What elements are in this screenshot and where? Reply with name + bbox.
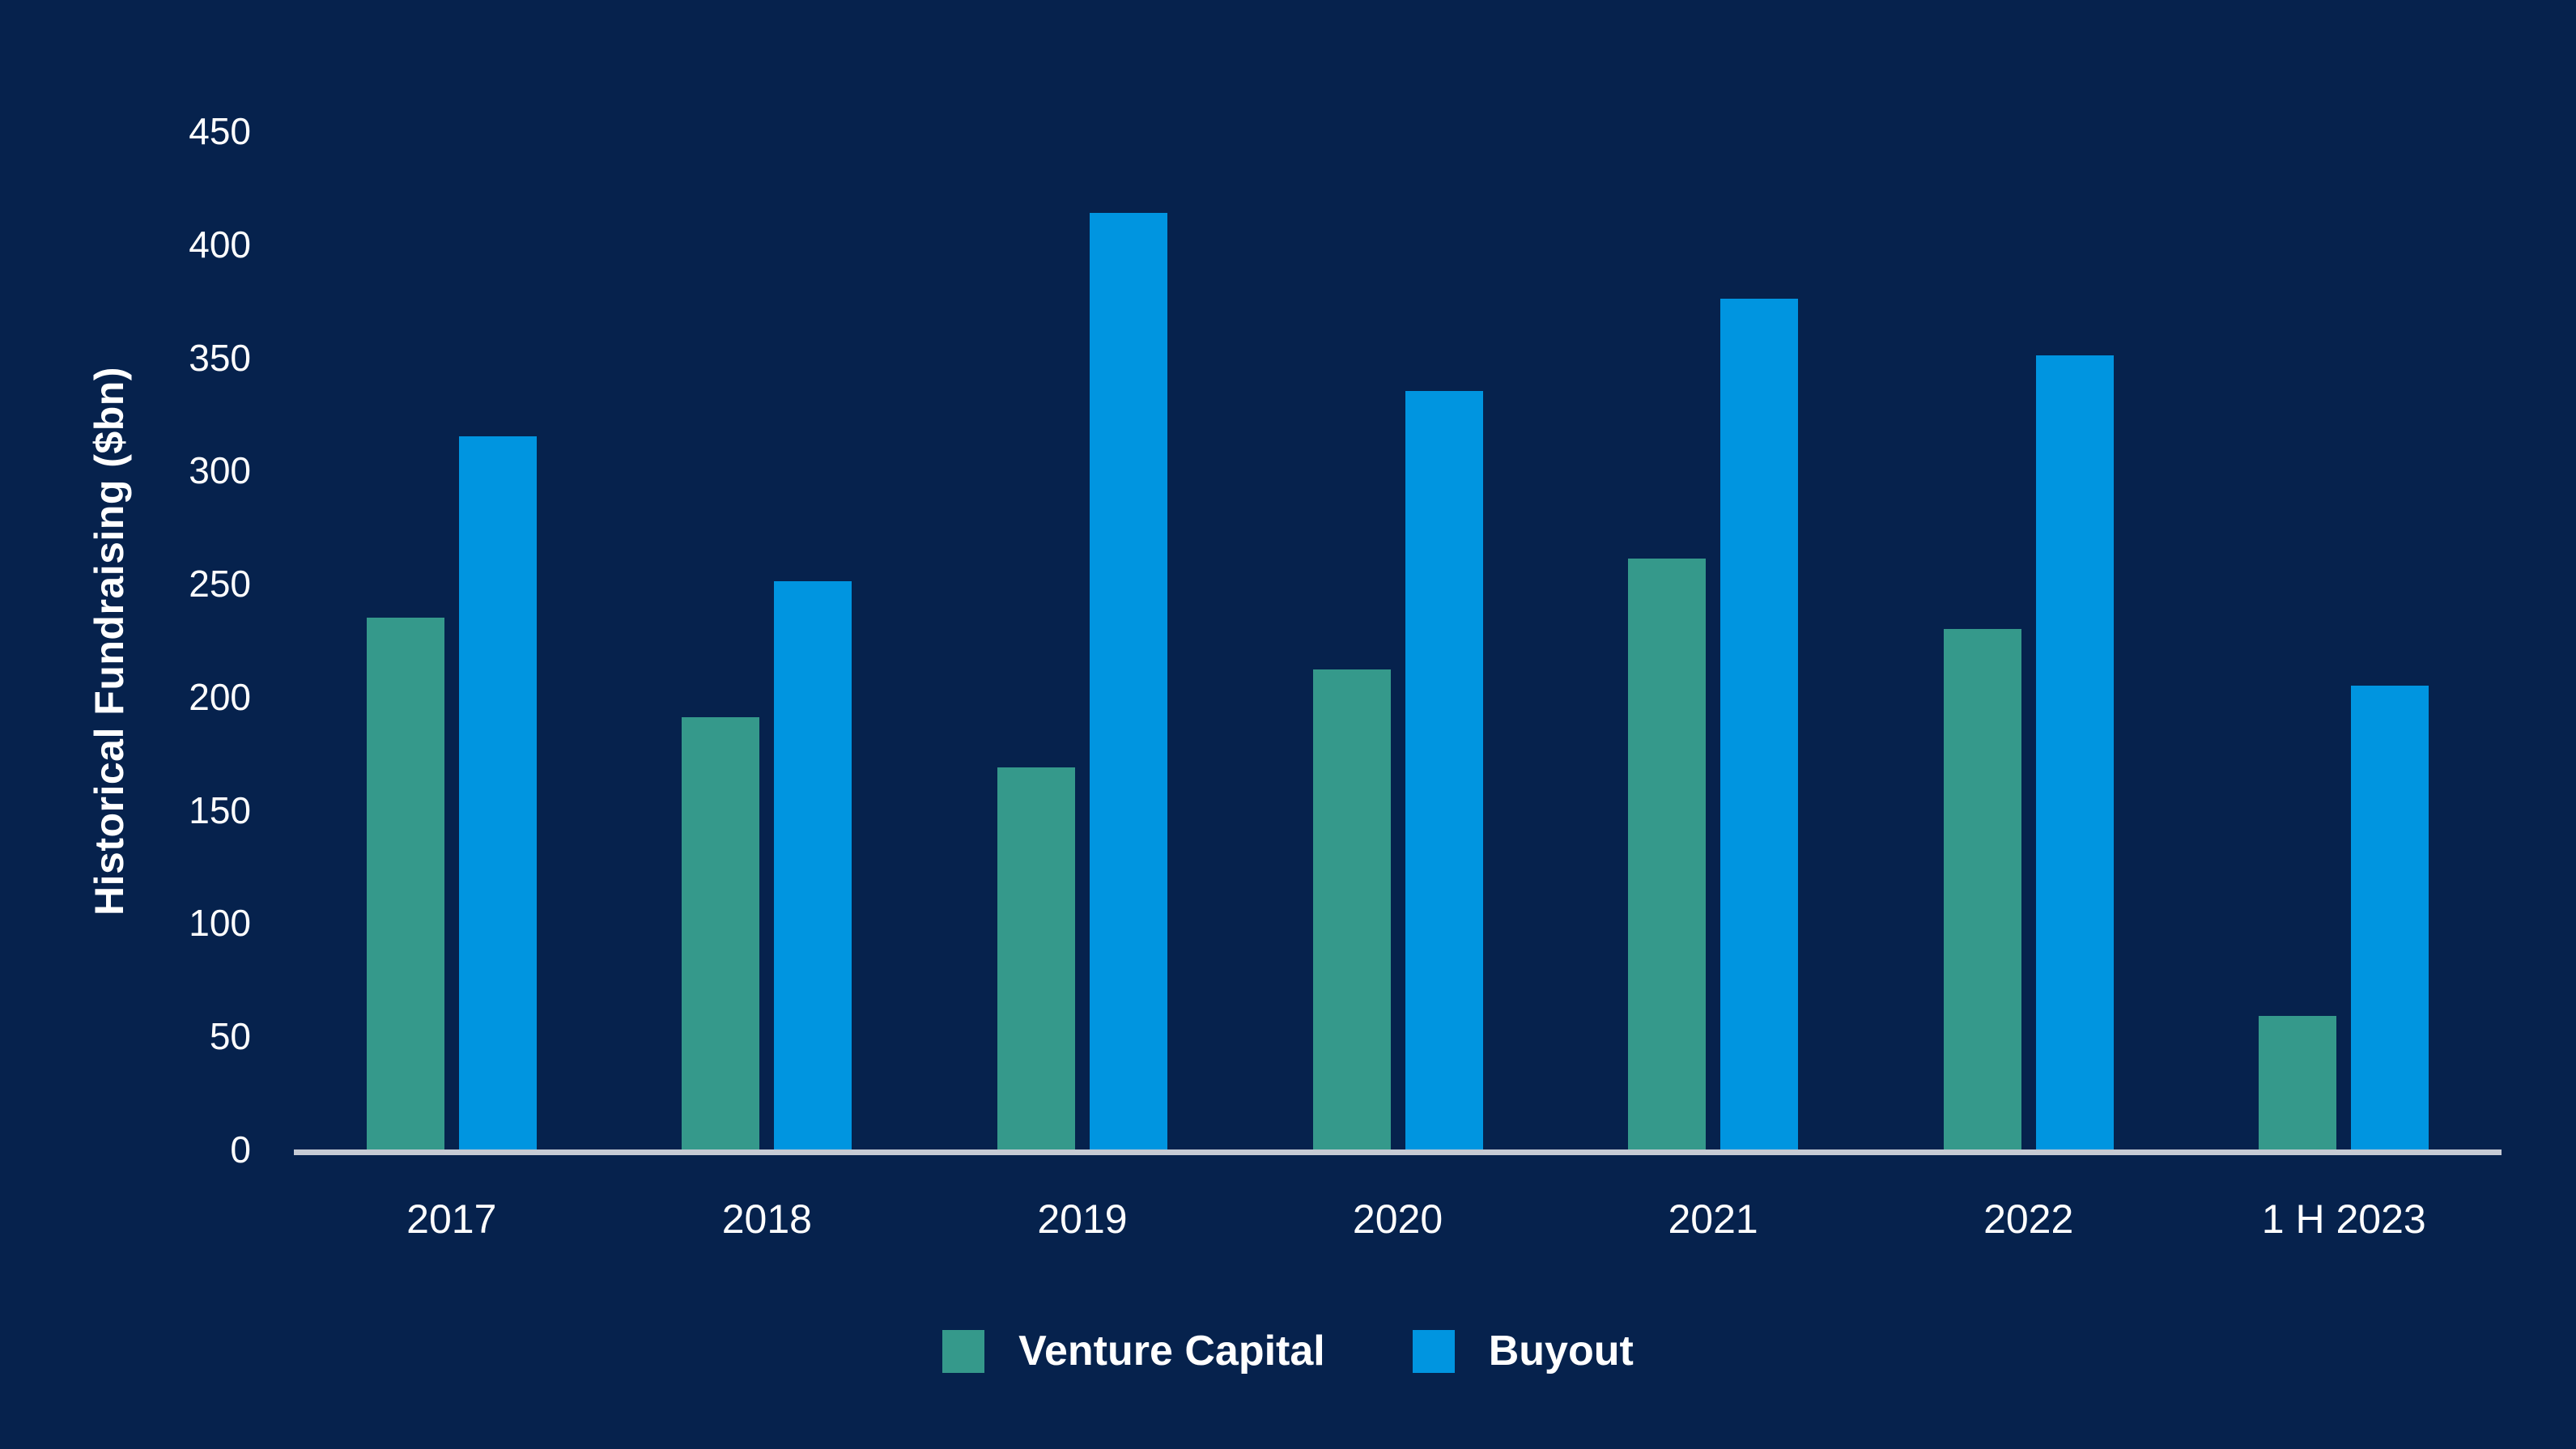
- bar-buyout-2020: [1405, 391, 1483, 1149]
- bar-group-2021: [1555, 131, 1871, 1149]
- venture-capital-swatch-icon: [942, 1329, 985, 1373]
- bar-venture-capital-2019: [997, 767, 1075, 1149]
- x-axis-label-2020: 2020: [1352, 1196, 1443, 1242]
- bar-venture-capital-1 H 2023: [2259, 1016, 2337, 1149]
- y-tick-label-450: 450: [189, 110, 251, 152]
- bar-venture-capital-2021: [1628, 559, 1707, 1149]
- x-axis-labels: 2017 2018 2019 2020 2021 2022 1 H 2023: [294, 1196, 2502, 1242]
- y-tick-label-200: 200: [189, 675, 251, 718]
- y-tick-label-350: 350: [189, 336, 251, 379]
- x-axis-label-1 H 2023: 1 H 2023: [2261, 1196, 2426, 1242]
- y-tick-label-150: 150: [189, 788, 251, 831]
- bar-group-2020: [1240, 131, 1556, 1149]
- bar-group-2018: [610, 131, 925, 1149]
- bar-venture-capital-2017: [366, 618, 444, 1149]
- x-axis-label-2017: 2017: [406, 1196, 497, 1242]
- legend-item-venture-capital: Venture Capital: [942, 1327, 1325, 1375]
- bar-venture-capital-2022: [1943, 629, 2021, 1149]
- bar-venture-capital-2020: [1312, 669, 1391, 1149]
- bar-group-2019: [925, 131, 1240, 1149]
- x-axis-label-2022: 2022: [1983, 1196, 2074, 1242]
- bar-buyout-2019: [1089, 213, 1167, 1149]
- bar-venture-capital-2018: [682, 717, 760, 1149]
- bar-group-2022: [1871, 131, 2187, 1149]
- y-tick-label-0: 0: [230, 1128, 251, 1171]
- legend-item-buyout: Buyout: [1412, 1327, 1634, 1375]
- x-axis-label-2019: 2019: [1037, 1196, 1128, 1242]
- y-tick-label-100: 100: [189, 902, 251, 945]
- buyout-swatch-icon: [1412, 1329, 1455, 1373]
- bar-group-1 H 2023: [2186, 131, 2502, 1149]
- y-tick-label-300: 300: [189, 449, 251, 492]
- legend: Venture Capital Buyout: [0, 1327, 2576, 1375]
- y-axis-tick-labels: 450 400 350 300 250 200 150 100 50 0: [49, 111, 251, 1170]
- x-axis-line: [294, 1149, 2502, 1155]
- legend-label-venture-capital: Venture Capital: [1018, 1328, 1325, 1375]
- y-tick-label-50: 50: [209, 1015, 251, 1058]
- bar-buyout-2018: [774, 581, 852, 1149]
- plot-area: [294, 131, 2502, 1149]
- bar-buyout-2017: [458, 436, 537, 1149]
- bar-buyout-2021: [1720, 299, 1799, 1149]
- y-tick-label-400: 400: [189, 223, 251, 266]
- y-tick-label-250: 250: [189, 563, 251, 606]
- x-axis-label-2021: 2021: [1668, 1196, 1758, 1242]
- bar-buyout-1 H 2023: [2351, 686, 2429, 1149]
- bar-group-2017: [294, 131, 610, 1149]
- legend-label-buyout: Buyout: [1488, 1328, 1634, 1375]
- bar-buyout-2022: [2035, 355, 2114, 1149]
- x-axis-label-2018: 2018: [721, 1196, 812, 1242]
